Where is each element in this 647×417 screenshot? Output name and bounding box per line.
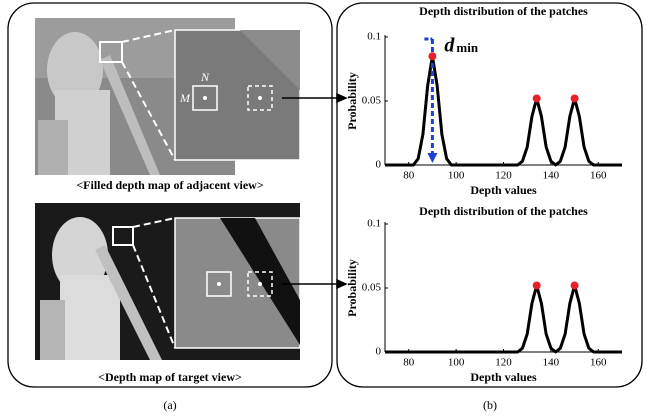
x-tick-label: 100 xyxy=(448,170,465,182)
y-axis-label: Probability xyxy=(345,259,359,317)
caption: <Depth map of target view> xyxy=(98,370,242,384)
dmin-arrowhead xyxy=(427,153,437,163)
panel-label: (a) xyxy=(163,398,176,412)
peak-dot xyxy=(533,94,541,102)
y-tick-label: 0.1 xyxy=(367,31,381,43)
panel-label: (b) xyxy=(483,398,497,412)
y-tick-label: 0.05 xyxy=(362,95,382,107)
peak-dot xyxy=(428,52,436,60)
x-tick-label: 140 xyxy=(543,357,560,369)
data-line xyxy=(385,56,622,165)
peak-dot xyxy=(571,281,579,289)
x-tick-label: 80 xyxy=(403,170,415,182)
y-axis-label: Probability xyxy=(345,72,359,130)
x-tick-label: 80 xyxy=(403,357,415,369)
y-tick-label: 0.1 xyxy=(367,218,381,230)
annotation-symbol: d xyxy=(444,35,455,57)
data-line xyxy=(385,285,622,352)
y-tick-label: 0 xyxy=(376,159,382,171)
figure: N M <Filled depth map of adjacent view> … xyxy=(0,0,647,417)
x-tick-label: 140 xyxy=(543,170,560,182)
caption: <Filled depth map of adjacent view> xyxy=(76,178,263,192)
x-tick-label: 120 xyxy=(495,357,512,369)
inset-label: N xyxy=(200,70,210,84)
x-axis-label: Depth values xyxy=(470,370,537,384)
peak-dot xyxy=(571,94,579,102)
annotation-subscript: min xyxy=(456,40,478,55)
y-tick-label: 0.05 xyxy=(362,282,382,294)
inset-label: M xyxy=(179,91,191,105)
y-tick-label: 0 xyxy=(376,346,382,358)
x-tick-label: 160 xyxy=(590,357,607,369)
x-tick-label: 120 xyxy=(495,170,512,182)
x-tick-label: 160 xyxy=(590,170,607,182)
x-tick-label: 100 xyxy=(448,357,465,369)
chart-title: Depth distribution of the patches xyxy=(419,204,588,218)
peak-dot xyxy=(533,281,541,289)
x-axis-label: Depth values xyxy=(470,183,537,197)
chart-title: Depth distribution of the patches xyxy=(419,4,588,18)
